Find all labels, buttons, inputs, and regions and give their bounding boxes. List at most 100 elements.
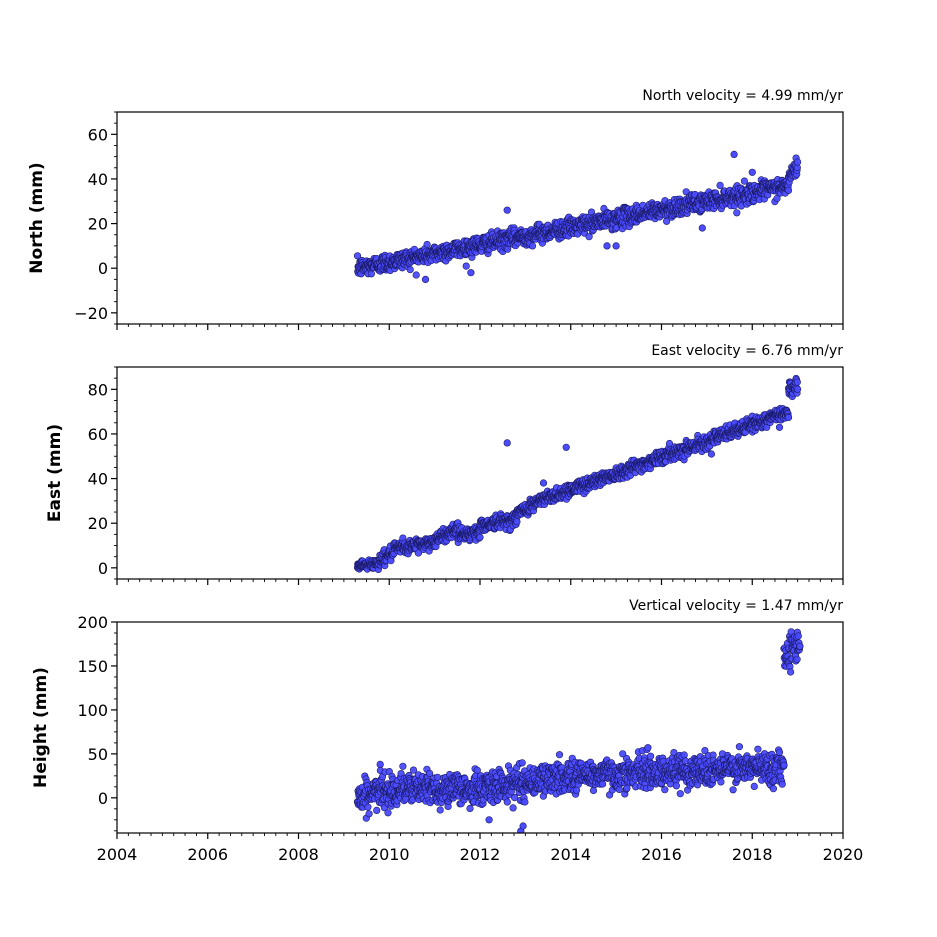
y-tick-label: 50 xyxy=(88,745,108,764)
north-outlier-point xyxy=(603,242,611,250)
east-outlier-point xyxy=(775,423,784,431)
north-outlier-point xyxy=(612,242,620,250)
height-data-point xyxy=(364,803,372,811)
height-data-point xyxy=(775,748,784,756)
east-axes-frame xyxy=(116,366,844,580)
y-tick-label: 200 xyxy=(77,613,108,632)
north-data-point xyxy=(585,233,593,241)
height-outlier-point xyxy=(519,822,527,830)
height-data-point xyxy=(750,782,758,791)
east-data-point xyxy=(513,518,521,526)
east-data-point xyxy=(476,533,484,541)
east-data-point xyxy=(784,413,793,422)
x-tick-label: 2012 xyxy=(460,845,501,864)
x-tick-label: 2018 xyxy=(732,845,773,864)
north-data-point xyxy=(716,181,724,189)
north-data-point xyxy=(773,194,781,203)
height-data-point xyxy=(646,752,655,760)
height-data-point xyxy=(786,668,795,676)
x-tick-label: 2010 xyxy=(369,845,410,864)
height-panel: 2004 2006 2008 2010 2012 2014 2016 2018 2020 0 50 1… xyxy=(31,598,863,864)
east-panel: 0 20 40 60 80 East velocity = 6.76 mm/yr East … xyxy=(45,343,844,585)
height-data-point xyxy=(510,793,519,802)
height-outlier-point xyxy=(485,816,493,824)
y-tick-label: −20 xyxy=(74,304,108,323)
north-data-point xyxy=(740,177,749,185)
y-tick-label: 150 xyxy=(77,657,108,676)
height-data-point xyxy=(793,655,801,663)
x-tick-label: 2020 xyxy=(823,845,864,864)
height-data-point xyxy=(373,806,381,815)
x-tick-label: 2006 xyxy=(187,845,228,864)
height-data-point xyxy=(436,806,444,814)
north-outlier-point xyxy=(503,206,511,214)
north-data-point xyxy=(412,271,420,279)
y-tick-label: 60 xyxy=(88,425,108,444)
height-data-point xyxy=(672,782,681,790)
height-outlier-point xyxy=(376,760,384,769)
height-data-point xyxy=(473,766,481,774)
height-points xyxy=(353,628,804,833)
north-y-axis-label: North (mm) xyxy=(27,162,47,273)
height-data-point xyxy=(555,751,564,759)
height-data-point xyxy=(676,790,684,798)
north-data-point xyxy=(353,252,362,260)
height-velocity-title: Vertical velocity = 1.47 mm/yr xyxy=(629,598,843,614)
height-data-point xyxy=(680,751,688,759)
x-tick-label: 2014 xyxy=(550,845,591,864)
height-data-point xyxy=(735,743,744,751)
y-tick-label: 0 xyxy=(98,259,108,278)
height-data-point xyxy=(426,769,434,778)
east-data-point xyxy=(793,378,801,386)
y-tick-label: 40 xyxy=(88,170,108,189)
east-outlier-point xyxy=(562,443,570,451)
height-outlier-point xyxy=(644,744,652,752)
north-data-point xyxy=(784,186,793,194)
height-data-point xyxy=(778,780,786,788)
north-outlier-point xyxy=(698,224,706,232)
x-tick-label: 2016 xyxy=(641,845,682,864)
north-points xyxy=(353,150,802,284)
height-data-point xyxy=(701,746,709,755)
north-data-point xyxy=(733,209,741,217)
height-data-point xyxy=(661,786,669,794)
north-data-point xyxy=(462,262,470,270)
east-points xyxy=(353,374,802,574)
height-data-point xyxy=(518,759,526,767)
height-data-point xyxy=(589,786,598,795)
north-outlier-point xyxy=(421,275,430,284)
height-data-point xyxy=(769,785,778,793)
y-tick-label: 20 xyxy=(88,514,108,533)
north-data-point xyxy=(528,242,537,250)
north-outlier-point xyxy=(748,168,756,176)
height-data-point xyxy=(717,778,725,786)
y-tick-label: 20 xyxy=(88,215,108,234)
north-data-point xyxy=(367,270,376,278)
height-data-point xyxy=(780,761,788,769)
north-outlier-point xyxy=(730,150,738,158)
height-data-point xyxy=(521,798,529,806)
north-data-point xyxy=(662,217,671,225)
height-data-point xyxy=(365,810,373,818)
east-y-axis-label: East (mm) xyxy=(45,424,65,522)
height-data-point xyxy=(754,745,762,753)
y-tick-label: 100 xyxy=(77,701,108,720)
height-data-point xyxy=(623,784,631,792)
y-tick-label: 80 xyxy=(88,380,108,399)
height-data-point xyxy=(509,804,517,812)
height-data-point xyxy=(503,798,511,806)
north-data-point xyxy=(793,158,802,166)
height-data-point xyxy=(466,804,474,813)
east-data-point xyxy=(793,385,802,393)
y-tick-label: 0 xyxy=(98,789,108,808)
height-data-point xyxy=(729,786,737,794)
height-data-point xyxy=(796,642,804,650)
height-data-point xyxy=(598,780,607,788)
y-tick-label: 40 xyxy=(88,470,108,489)
north-data-point xyxy=(423,240,431,249)
east-velocity-title: East velocity = 6.76 mm/yr xyxy=(651,343,843,359)
north-data-point xyxy=(406,266,414,274)
x-tick-label: 2008 xyxy=(278,845,319,864)
east-outlier-point xyxy=(539,479,548,487)
height-data-point xyxy=(384,809,392,817)
